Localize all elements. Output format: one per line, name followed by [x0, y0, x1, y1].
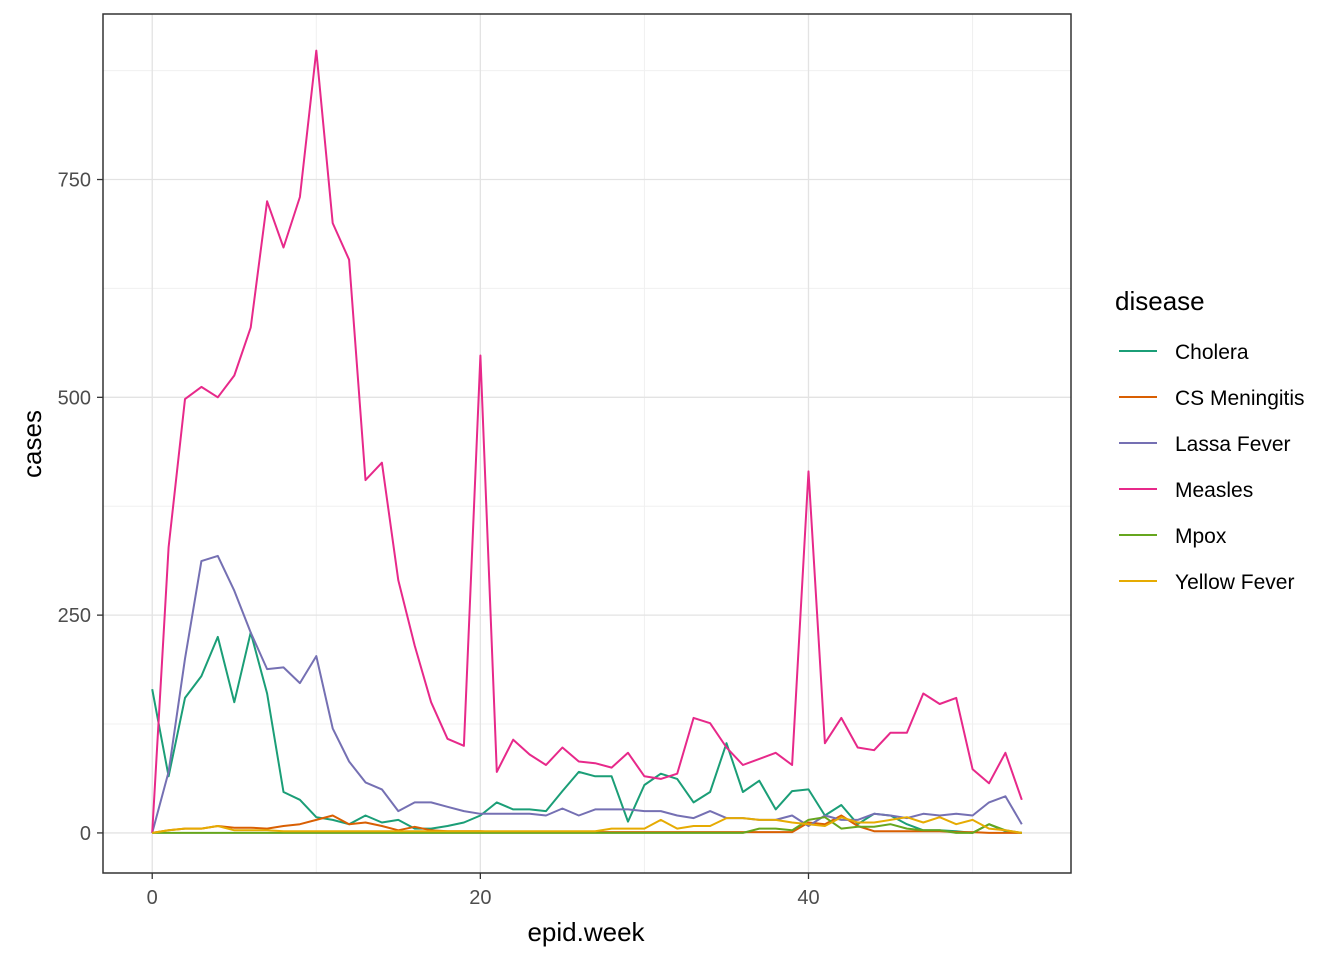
y-tick-label: 250 — [58, 605, 91, 627]
legend-label-measles: Measles — [1175, 479, 1253, 502]
x-tick-label: 20 — [469, 887, 491, 909]
legend-label-mpox: Mpox — [1175, 525, 1227, 548]
x-tick-label: 40 — [797, 887, 819, 909]
legend-label-cs-meningitis: CS Meningitis — [1175, 387, 1305, 410]
y-tick-label: 750 — [58, 170, 91, 192]
legend-label-cholera: Cholera — [1175, 341, 1249, 364]
plot-panel — [103, 14, 1071, 873]
x-tick-label: 0 — [147, 887, 158, 909]
plot-border — [102, 13, 1072, 874]
plot-area — [103, 14, 1071, 873]
y-axis-label: cases — [17, 410, 47, 478]
series-lines — [151, 49, 1023, 834]
y-tick-label: 500 — [58, 387, 91, 409]
series-line-measles — [151, 49, 1023, 833]
axes: 0 20 40 0 250 500 750 — [58, 13, 1072, 909]
legend-label-lassa-fever: Lassa Fever — [1175, 433, 1291, 456]
series-line-lassa-fever — [151, 554, 1023, 834]
series-line-yellow-fever — [152, 816, 1022, 834]
legend: disease Cholera CS Meningitis Lassa Fever M… — [1115, 286, 1305, 594]
y-tick-label: 0 — [80, 823, 91, 845]
x-axis-label: epid.week — [527, 917, 645, 947]
series-line-mpox — [152, 816, 1022, 834]
legend-label-yellow-fever: Yellow Fever — [1175, 571, 1294, 594]
legend-title: disease — [1115, 286, 1205, 316]
